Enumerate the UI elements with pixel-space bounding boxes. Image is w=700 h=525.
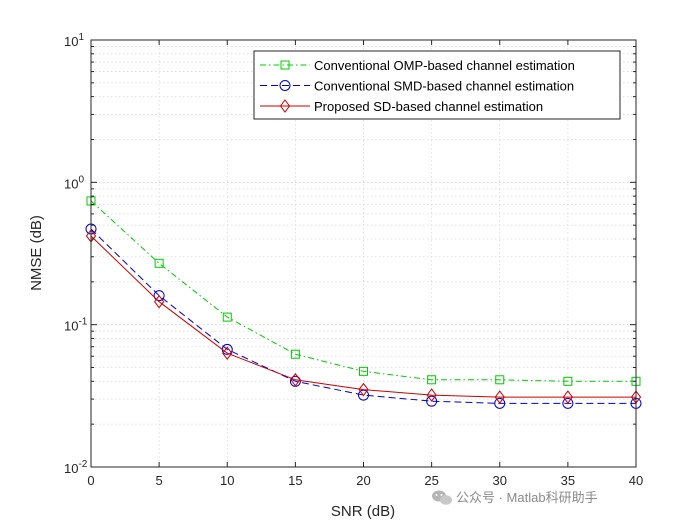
series-layer <box>85 196 642 409</box>
diamond-marker <box>290 372 301 387</box>
diamond-marker <box>562 390 573 404</box>
circle-marker <box>153 290 165 302</box>
diamond-marker <box>426 388 437 402</box>
circle-marker <box>279 80 291 91</box>
x-tick-label: 5 <box>156 473 163 488</box>
x-tick-label: 10 <box>220 473 234 488</box>
square-marker <box>563 376 573 386</box>
square-marker <box>222 312 232 322</box>
y-axis-label: NMSE (dB) <box>28 215 45 291</box>
y-tick-label: 10-1 <box>64 317 88 334</box>
series-line <box>90 228 636 404</box>
square-marker <box>280 60 290 70</box>
legend-item-1: Conventional OMP-based channel estimatio… <box>260 58 575 73</box>
diamond-marker <box>279 99 291 113</box>
legend-item-2: Conventional SMD-based channel estimatio… <box>260 79 574 94</box>
wechat-icon <box>432 490 452 505</box>
watermark-text: 公众号 · Matlab科研助手 <box>456 490 598 505</box>
square-marker <box>290 349 300 359</box>
square-marker <box>154 258 164 268</box>
circle-marker <box>426 395 438 407</box>
diamond-marker <box>222 346 233 361</box>
axis-ticks <box>90 39 637 468</box>
legend-box <box>253 50 621 120</box>
x-tick-label: 35 <box>561 473 575 488</box>
x-tick-label: 20 <box>356 473 370 488</box>
series-3 <box>85 229 642 404</box>
y-tick-label: 101 <box>64 32 84 49</box>
watermark: 公众号 · Matlab科研助手 <box>432 490 598 505</box>
x-axis-label: SNR (dB) <box>331 503 395 520</box>
square-marker <box>427 375 437 385</box>
legend-item-3: Proposed SD-based channel estimation <box>260 99 543 114</box>
square-marker <box>495 375 505 385</box>
x-tick-label: 0 <box>87 473 94 488</box>
legend-label: Proposed SD-based channel estimation <box>314 99 543 114</box>
x-tick-label: 25 <box>424 473 438 488</box>
diamond-marker <box>154 294 165 309</box>
square-marker <box>359 366 368 376</box>
diamond-marker <box>358 382 369 397</box>
diamond-marker <box>494 390 505 404</box>
x-tick-label: 15 <box>288 473 302 488</box>
x-tick-label: 30 <box>493 473 507 488</box>
legend-label: Conventional SMD-based channel estimatio… <box>314 79 574 94</box>
x-tick-label: 40 <box>629 473 643 488</box>
circle-marker <box>494 397 506 409</box>
series-line <box>90 200 636 382</box>
legend: Conventional OMP-based channel estimatio… <box>253 50 621 120</box>
y-tick-label: 100 <box>64 174 84 191</box>
series-line <box>90 235 636 398</box>
y-tick-label: 10-2 <box>64 459 88 476</box>
circle-marker <box>562 397 574 409</box>
legend-label: Conventional OMP-based channel estimatio… <box>314 58 575 73</box>
